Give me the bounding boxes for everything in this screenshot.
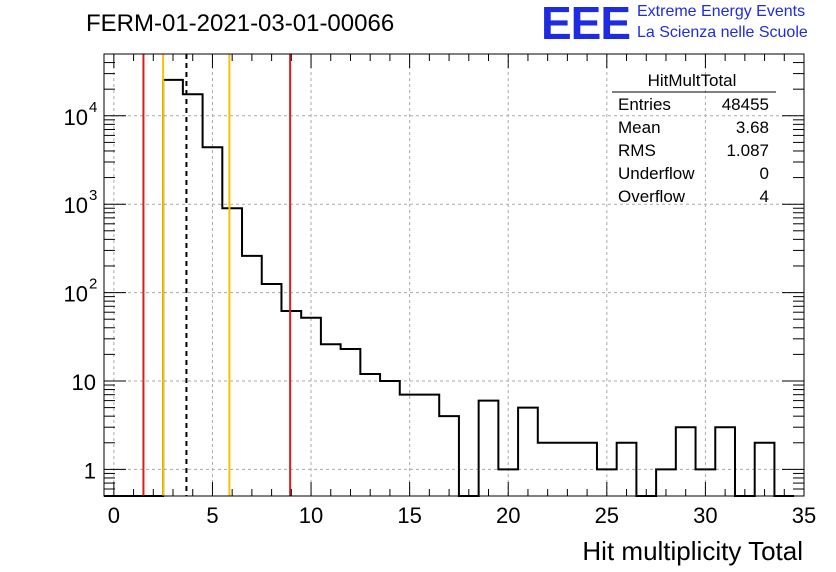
x-tick-label: 15 bbox=[397, 503, 421, 528]
y-tick-label: 10 bbox=[64, 105, 88, 130]
histogram-bin bbox=[281, 311, 301, 496]
stats-value: 48455 bbox=[722, 95, 769, 114]
logo-line-2: La Scienza nelle Scuole bbox=[637, 24, 808, 41]
y-tick-label: 1 bbox=[84, 458, 96, 483]
plot-frame bbox=[103, 53, 805, 497]
eee-logo: EEE bbox=[541, 0, 631, 49]
histogram-outline bbox=[104, 78, 795, 497]
y-tick-label: 10 bbox=[64, 193, 88, 218]
logo-line-1: Extreme Energy Events bbox=[637, 3, 806, 20]
x-tick-label: 30 bbox=[693, 503, 717, 528]
grid-lines bbox=[104, 54, 804, 496]
stats-box: HitMultTotal Entries 48455 Mean 3.68 RMS 1.08… bbox=[612, 71, 776, 206]
histogram-bin bbox=[341, 349, 361, 496]
histogram-bin bbox=[222, 208, 242, 496]
histogram-bin bbox=[518, 408, 538, 496]
marker-lines bbox=[142, 54, 292, 496]
stats-value: 3.68 bbox=[736, 118, 769, 137]
histogram-bin bbox=[380, 381, 400, 496]
histogram-bin bbox=[439, 416, 459, 496]
stats-label: RMS bbox=[618, 141, 656, 160]
histogram-bin bbox=[163, 80, 183, 496]
histogram-bin bbox=[715, 427, 735, 496]
histogram-bin bbox=[242, 256, 262, 496]
y-tick-label: 10 bbox=[64, 282, 88, 307]
y-tick-exponent: 4 bbox=[89, 99, 97, 116]
histogram-bin bbox=[360, 374, 380, 496]
plot-title: FERM-01-2021-03-01-00066 bbox=[86, 10, 395, 37]
x-tick-label: 25 bbox=[595, 503, 619, 528]
histogram-bars bbox=[104, 78, 795, 497]
stats-value: 4 bbox=[760, 187, 769, 206]
x-tick-label: 10 bbox=[299, 503, 323, 528]
histogram-bin bbox=[419, 395, 439, 496]
stats-value: 1.087 bbox=[726, 141, 769, 160]
y-tick-exponent: 2 bbox=[89, 276, 97, 293]
x-tick-label: 0 bbox=[108, 503, 120, 528]
stats-label: Underflow bbox=[618, 164, 695, 183]
histogram-bin bbox=[262, 284, 282, 496]
histogram-bin bbox=[321, 344, 341, 496]
x-tick-label: 5 bbox=[206, 503, 218, 528]
stats-label: Overflow bbox=[618, 187, 686, 206]
y-tick-label: 10 bbox=[72, 370, 96, 395]
stats-label: Mean bbox=[618, 118, 661, 137]
x-axis-label: Hit multiplicity Total bbox=[582, 536, 803, 566]
x-tick-label: 20 bbox=[496, 503, 520, 528]
stats-title: HitMultTotal bbox=[648, 71, 737, 90]
stats-label: Entries bbox=[618, 95, 671, 114]
y-tick-exponent: 3 bbox=[89, 187, 97, 204]
stats-value: 0 bbox=[760, 164, 769, 183]
x-tick-label: 35 bbox=[792, 503, 816, 528]
histogram-bin bbox=[479, 401, 499, 496]
histogram-bin bbox=[676, 427, 696, 496]
